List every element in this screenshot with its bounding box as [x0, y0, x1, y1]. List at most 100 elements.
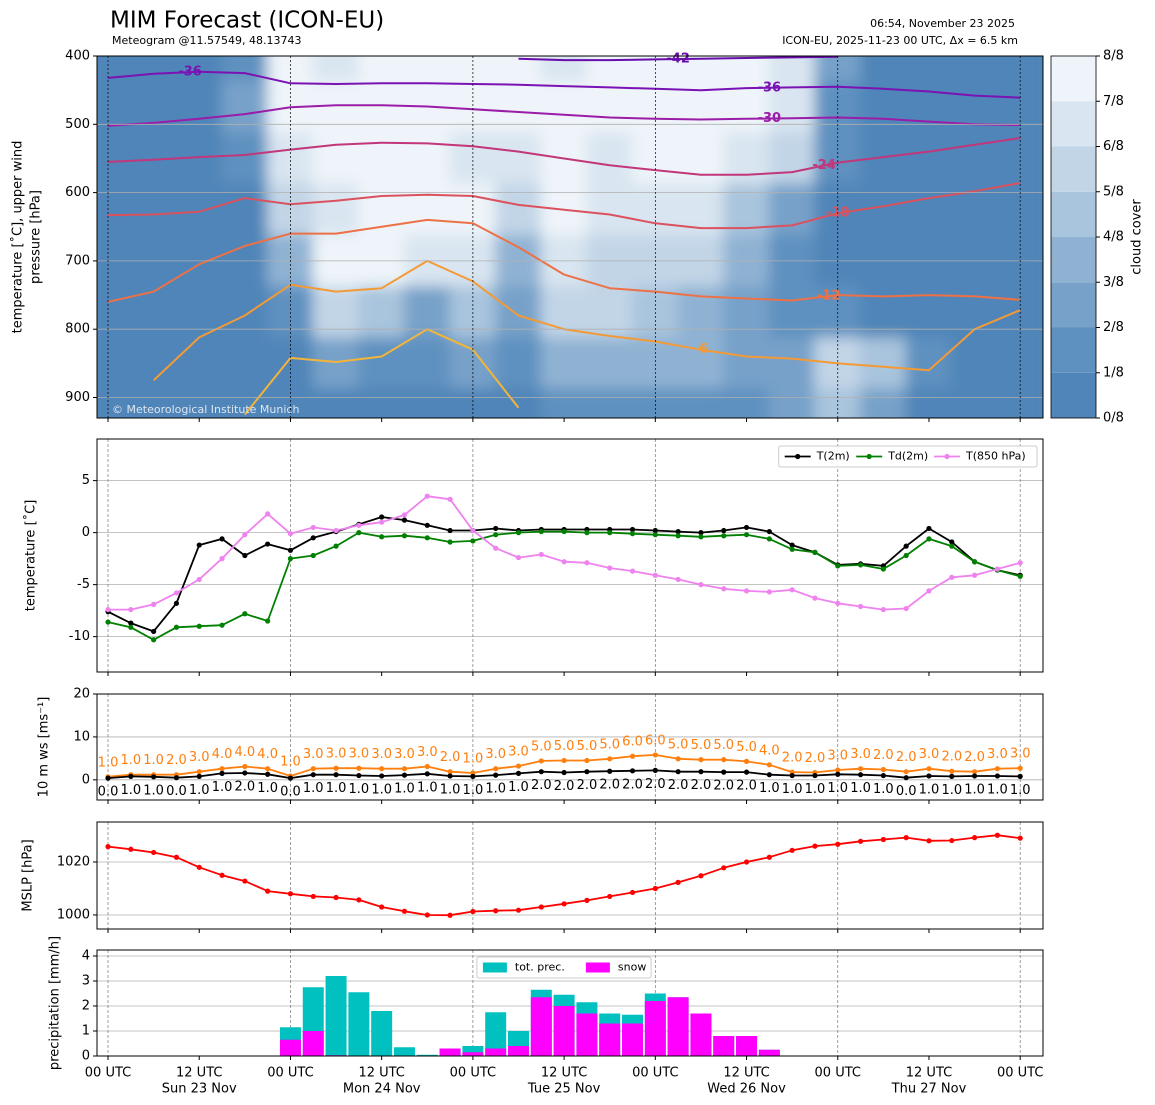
cloud-cell [723, 337, 770, 390]
value-label: 1.0 [964, 782, 985, 797]
cloud-cell [221, 183, 269, 236]
point [196, 769, 202, 775]
cloud-cell [586, 388, 634, 418]
point [721, 527, 727, 534]
value-label: 2.0 [713, 779, 734, 794]
point [128, 606, 134, 613]
point [333, 894, 339, 901]
cloud-cell [312, 132, 360, 185]
value-label: 4.0 [212, 747, 233, 762]
cloud-cell [860, 337, 907, 390]
cloud-cell [130, 337, 177, 390]
point [949, 574, 955, 580]
point [743, 588, 750, 594]
legend-marker [795, 453, 801, 460]
y-tick-label: 900 [65, 390, 90, 405]
point [538, 551, 544, 558]
plot-area [97, 56, 1043, 418]
point [766, 528, 772, 535]
point [219, 556, 225, 562]
point [743, 758, 750, 764]
cloud-cell [130, 183, 177, 236]
point [721, 757, 727, 763]
point [424, 771, 430, 777]
point [470, 527, 476, 534]
cloud-cell [221, 132, 269, 185]
point [1017, 835, 1023, 841]
point [447, 769, 453, 775]
point [561, 559, 567, 565]
value-label: 1.0 [257, 781, 278, 796]
value-label: 1.0 [463, 783, 484, 798]
isotherm-label: -24 [812, 158, 836, 173]
value-label: 3.0 [827, 748, 848, 763]
point [721, 533, 727, 539]
point [196, 623, 202, 629]
point [584, 560, 590, 566]
cloud-cell [312, 183, 360, 236]
point [971, 769, 978, 775]
point [561, 757, 567, 764]
point [675, 879, 681, 885]
point [333, 765, 339, 771]
point [196, 576, 202, 583]
point [835, 600, 841, 606]
colorbar-bin [1051, 101, 1096, 147]
point [242, 552, 248, 559]
value-label: 2.0 [235, 779, 256, 794]
value-label: 4.0 [759, 743, 780, 758]
cloud-cell [768, 388, 816, 418]
cloud-cell [403, 132, 451, 185]
point [242, 611, 248, 617]
point [903, 605, 909, 612]
colorbar-tick-label: 1/8 [1103, 365, 1124, 380]
point [401, 766, 408, 772]
bar [462, 1052, 484, 1056]
point [538, 904, 544, 910]
colorbar-bin [1051, 56, 1096, 102]
cloud-cell [175, 388, 223, 418]
value-label: 1.0 [463, 751, 484, 766]
y-axis-label: temperature [˚C] [23, 500, 39, 612]
axes-frame [96, 693, 1044, 801]
value-label: 2.0 [599, 778, 620, 793]
point [835, 771, 841, 777]
point [675, 769, 681, 775]
point [287, 556, 294, 562]
legend-label: T(2m) [816, 450, 850, 463]
point [219, 770, 225, 776]
isotherm [107, 70, 1021, 99]
point [493, 525, 499, 532]
x-date-label: Thu 27 Nov [891, 1082, 967, 1097]
point [128, 620, 134, 626]
point [105, 844, 111, 850]
cloud-cell [495, 81, 542, 134]
value-label: 2.0 [964, 750, 985, 765]
cloud-cell [175, 81, 223, 134]
y-tick-label: 1020 [57, 854, 90, 869]
isotherm [107, 218, 1021, 303]
cloud-cell [221, 81, 269, 134]
point [652, 572, 658, 578]
value-label: 2.0 [577, 778, 598, 793]
x-date-label: Mon 24 Nov [343, 1082, 421, 1097]
value-label: 5.0 [531, 739, 552, 754]
y-tick-label: 800 [65, 322, 90, 337]
point [903, 835, 909, 841]
point [401, 908, 408, 914]
point [379, 773, 385, 779]
point [675, 756, 681, 762]
point [607, 530, 613, 536]
cloud-cell [495, 286, 542, 339]
point [994, 773, 1000, 779]
isotherm-label: -18 [826, 206, 850, 221]
cloud-cell [175, 56, 223, 83]
point [242, 770, 248, 776]
value-label: 1.0 [98, 755, 119, 770]
colorbar-tick-label: 5/8 [1103, 184, 1124, 199]
point [629, 526, 636, 533]
bar [690, 1013, 712, 1056]
point [493, 766, 499, 772]
cloud-cell [358, 81, 405, 134]
bar [439, 1048, 461, 1056]
